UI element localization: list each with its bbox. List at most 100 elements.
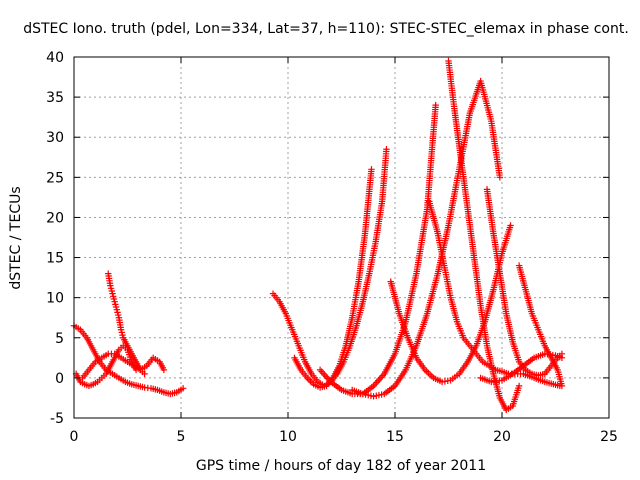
interpolated-points [484, 188, 497, 235]
series-8 [387, 222, 514, 386]
interpolated-points [371, 372, 386, 388]
x-tick-label: 5 [177, 429, 186, 445]
interpolated-points [544, 351, 557, 359]
interpolated-points [471, 256, 484, 307]
interpolated-points [530, 371, 540, 379]
series-14 [477, 350, 566, 386]
data-point [432, 101, 439, 109]
y-tick-label: 35 [46, 90, 64, 106]
data-point [383, 146, 390, 153]
interpolated-points [549, 356, 560, 372]
interpolated-points [305, 376, 316, 386]
interpolated-points [479, 375, 493, 385]
interpolated-points [78, 328, 89, 339]
interpolated-points [529, 312, 541, 331]
interpolated-points [490, 372, 503, 399]
interpolated-points [445, 168, 462, 227]
interpolated-points [533, 375, 546, 385]
interpolated-points [500, 369, 510, 377]
y-tick-label: 20 [46, 210, 64, 226]
interpolated-points [505, 404, 514, 412]
interpolated-points [488, 120, 503, 179]
interpolated-points [510, 340, 522, 363]
interpolated-points [103, 364, 113, 376]
interpolated-points [403, 344, 419, 371]
interpolated-points [121, 336, 130, 347]
plot-frame [73, 56, 610, 419]
interpolated-points [336, 344, 349, 367]
interpolated-points [296, 344, 308, 363]
y-tick-label: 40 [46, 50, 64, 66]
interpolated-points [343, 316, 355, 347]
interpolated-points [461, 336, 472, 347]
interpolated-points [94, 355, 103, 364]
interpolated-points [510, 384, 522, 407]
interpolated-points [426, 200, 441, 235]
interpolated-points [458, 160, 471, 211]
interpolated-points [464, 208, 478, 259]
data-point [558, 382, 566, 390]
series-13 [515, 262, 566, 390]
x-axis-title: GPS time / hours of day 182 of year 2011 [196, 458, 486, 474]
interpolated-points [330, 364, 342, 380]
interpolated-points [139, 363, 148, 372]
data-point [368, 166, 375, 173]
y-tick-label: 0 [55, 371, 64, 387]
y-tick-label: -5 [50, 411, 64, 427]
series-9 [349, 77, 504, 400]
y-tick-label: 5 [55, 331, 64, 347]
interpolated-points [319, 383, 328, 391]
data-point [507, 222, 514, 229]
y-tick-label: 25 [46, 170, 64, 186]
interpolated-points [113, 351, 123, 360]
interpolated-points [340, 387, 354, 397]
interpolated-points [107, 285, 116, 295]
interpolated-points [80, 368, 91, 380]
interpolated-points [452, 112, 465, 163]
interpolated-points [360, 272, 373, 303]
interpolated-points [126, 359, 135, 368]
interpolated-points [118, 329, 126, 339]
interpolated-points [145, 356, 155, 368]
data-point [141, 370, 148, 378]
y-tick-label: 30 [46, 130, 64, 146]
interpolated-points [87, 360, 97, 372]
interpolated-points [117, 376, 127, 384]
interpolated-points [477, 304, 490, 347]
interpolated-points [351, 390, 364, 398]
interpolated-points [124, 379, 133, 387]
interpolated-points [445, 60, 458, 115]
interpolated-points [316, 380, 326, 388]
interpolated-points [457, 360, 470, 376]
interpolated-points [152, 355, 161, 364]
interpolated-points [514, 370, 524, 378]
interpolated-points [413, 208, 430, 275]
interpolated-points [481, 359, 491, 368]
interpolated-points [432, 375, 444, 385]
interpolated-points [351, 387, 364, 397]
interpolated-points [283, 312, 295, 331]
interpolated-points [373, 391, 385, 399]
interpolated-points [129, 352, 139, 364]
x-tick-label: 20 [493, 429, 511, 445]
interpolated-points [114, 309, 122, 319]
interpolated-points [353, 300, 366, 327]
interpolated-points [361, 384, 376, 396]
interpolated-points [157, 360, 167, 372]
interpolated-points [309, 372, 320, 384]
interpolated-points [503, 312, 516, 343]
interpolated-points [347, 324, 359, 347]
interpolated-points [482, 288, 497, 323]
interpolated-points [441, 377, 451, 385]
interpolated-points [299, 368, 309, 380]
interpolated-points [499, 224, 514, 255]
interpolated-points [318, 368, 333, 384]
data-point [496, 174, 504, 181]
chart-title: dSTEC Iono. truth (pdel, Lon=334, Lat=37… [23, 21, 629, 37]
interpolated-points [72, 323, 82, 332]
interpolated-points [84, 336, 96, 352]
interpolated-points [162, 389, 172, 397]
interpolated-points [533, 351, 546, 361]
interpolated-points [388, 280, 402, 315]
